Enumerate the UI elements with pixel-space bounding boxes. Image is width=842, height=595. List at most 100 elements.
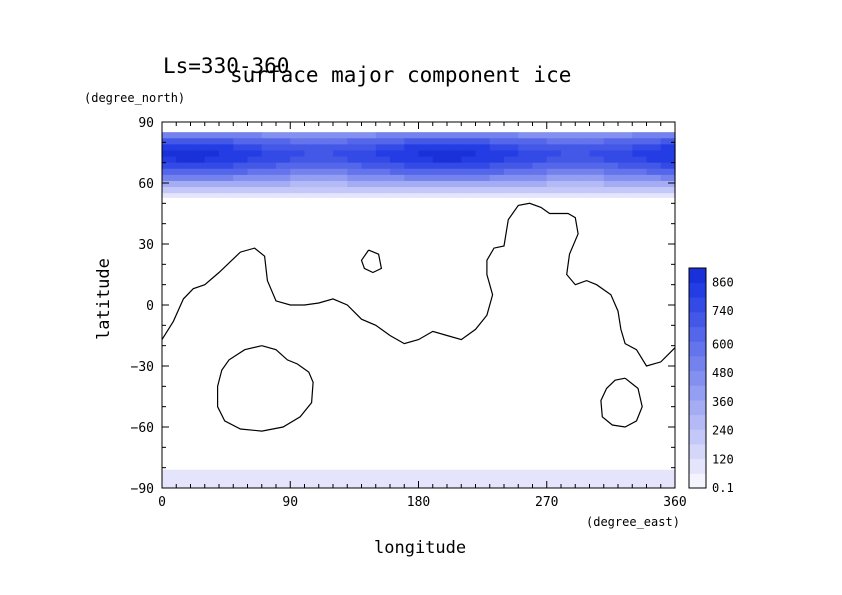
north-cap-cell: [318, 150, 334, 158]
north-cap-cell: [333, 168, 348, 176]
north-cap-cell: [162, 168, 177, 176]
north-cap-cell: [190, 174, 206, 182]
north-cap-cell: [290, 144, 306, 152]
north-cap-cell: [233, 138, 249, 145]
north-cap-cell: [204, 180, 220, 188]
north-cap-cell: [162, 144, 177, 152]
north-cap-cell: [589, 144, 605, 152]
north-cap-cell: [632, 180, 648, 188]
north-cap-cell: [561, 180, 576, 188]
x-tick-label: 90: [282, 495, 298, 510]
north-cap-cell: [247, 162, 263, 170]
north-cap-cell: [304, 132, 320, 139]
colorbar-segment: [689, 458, 706, 474]
north-cap-cell: [646, 162, 662, 170]
north-cap-cell: [518, 156, 534, 164]
colorbar-segment: [689, 414, 706, 430]
north-cap-cell: [489, 156, 505, 164]
north-cap-cell: [575, 187, 591, 194]
north-cap-cell: [518, 150, 534, 158]
north-cap-cell: [318, 162, 334, 170]
north-cap-cell: [247, 187, 263, 194]
north-cap-cell: [518, 187, 534, 194]
north-cap-cell: [461, 187, 477, 194]
x-tick-label: 270: [535, 495, 558, 510]
north-cap-cell: [646, 132, 662, 139]
north-cap-cell: [475, 193, 491, 198]
north-cap-cell: [532, 193, 548, 198]
north-cap-cell: [461, 144, 477, 152]
north-cap-cell: [219, 144, 234, 152]
north-cap-cell: [632, 138, 648, 145]
north-cap-cell: [333, 144, 348, 152]
north-cap-cell: [646, 187, 662, 194]
north-cap-cell: [475, 187, 491, 194]
colorbar-label: 600: [712, 338, 734, 352]
north-cap-cell: [646, 180, 662, 188]
north-cap-cell: [233, 156, 249, 164]
north-cap-cell: [546, 162, 562, 170]
colorbar-label: 240: [712, 424, 734, 438]
north-cap-cell: [261, 162, 277, 170]
x-tick-labels: 0 90 180 270 360: [158, 495, 687, 510]
colorbar-label: 360: [712, 395, 734, 409]
north-cap-cell: [660, 180, 676, 188]
north-cap-cell: [518, 180, 534, 188]
north-cap-cell: [233, 168, 249, 176]
north-cap-cell: [276, 150, 291, 158]
north-cap-cell: [518, 162, 534, 170]
north-cap-cell: [176, 150, 192, 158]
north-cap-cell: [632, 156, 648, 164]
north-cap-cell: [660, 187, 676, 194]
north-cap-cell: [418, 150, 434, 158]
north-cap-cell: [247, 138, 263, 145]
north-cap-cell: [347, 156, 363, 164]
north-cap-cell: [219, 156, 234, 164]
north-cap-cell: [233, 174, 249, 182]
north-cap-cell: [304, 180, 320, 188]
north-cap-cell: [561, 174, 576, 182]
north-cap-cell: [304, 162, 320, 170]
colorbar-segment: [689, 312, 706, 328]
north-cap-cell: [290, 168, 306, 176]
north-cap-cell: [561, 168, 576, 176]
north-cap-cell: [489, 138, 505, 145]
north-cap-cell: [632, 132, 648, 139]
north-cap-cell: [290, 174, 306, 182]
north-cap-cell: [290, 150, 306, 158]
north-cap-cell: [432, 193, 448, 198]
north-cap-cell: [204, 187, 220, 194]
north-cap-cell: [162, 180, 177, 188]
north-cap-cell: [461, 162, 477, 170]
north-cap-cell: [518, 193, 534, 198]
x-tick-label: 360: [663, 495, 686, 510]
north-cap-cell: [589, 168, 605, 176]
north-cap-cell: [618, 138, 633, 145]
colorbar-segment: [689, 341, 706, 357]
north-cap-cell: [632, 168, 648, 176]
north-cap-cell: [176, 132, 192, 139]
north-cap-cell: [162, 150, 177, 158]
north-cap-cell: [475, 144, 491, 152]
north-cap-cell: [404, 138, 420, 145]
north-cap-cell: [504, 174, 519, 182]
north-cap-cell: [290, 180, 306, 188]
north-cap-cell: [432, 174, 448, 182]
north-cap-cell: [176, 162, 192, 170]
north-cap-cell: [447, 162, 462, 170]
north-cap-cell: [632, 150, 648, 158]
north-cap-cell: [361, 193, 377, 198]
north-cap-cell: [204, 144, 220, 152]
north-cap-cell: [632, 144, 648, 152]
north-cap-cell: [475, 150, 491, 158]
north-cap-cell: [261, 144, 277, 152]
north-cap-cell: [418, 193, 434, 198]
north-cap-cell: [461, 150, 477, 158]
north-cap-cell: [404, 180, 420, 188]
north-cap-cell: [233, 150, 249, 158]
north-cap-cell: [204, 150, 220, 158]
north-cap-cell: [261, 168, 277, 176]
north-cap-cell: [176, 168, 192, 176]
north-cap-cell: [660, 156, 676, 164]
north-cap-cell: [261, 180, 277, 188]
